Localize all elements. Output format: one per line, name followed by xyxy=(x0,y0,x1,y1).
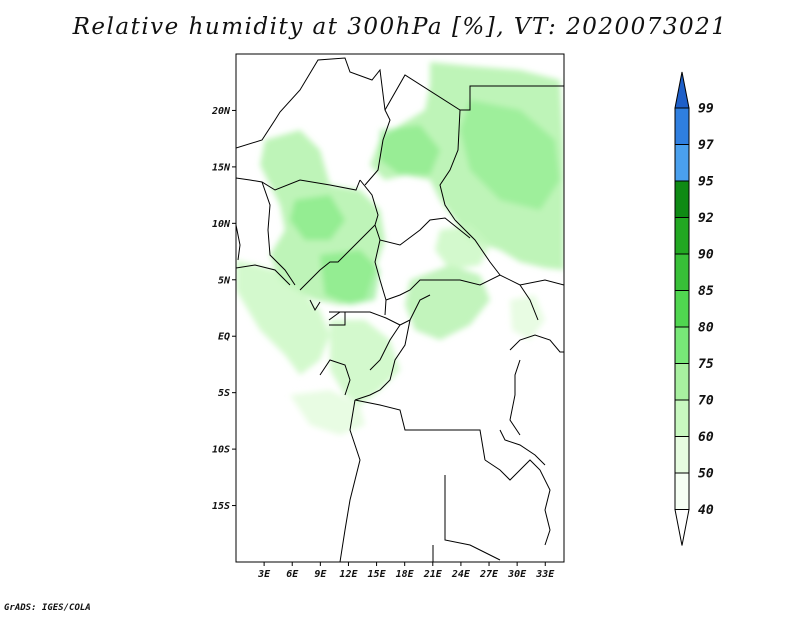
lat-tick-label: 10N xyxy=(212,219,231,230)
humidity-area xyxy=(405,265,490,340)
legend-swatch xyxy=(674,472,690,510)
map-frame xyxy=(235,53,565,563)
legend-label: 70 xyxy=(698,394,714,409)
lon-tick-label: 9E xyxy=(314,569,327,580)
lon-tick-label: 30E xyxy=(507,569,527,580)
legend-label: 60 xyxy=(698,430,714,445)
humidity-area xyxy=(236,260,330,375)
humidity-area xyxy=(435,225,490,270)
legend-label: 75 xyxy=(698,357,714,372)
humidity-area xyxy=(320,250,380,305)
color-legend: 99 97 95 92 90 85 80 75 70 60 50 40 xyxy=(674,71,714,546)
humidity-area xyxy=(330,320,400,405)
legend-swatch xyxy=(674,107,690,145)
legend-swatch xyxy=(674,326,690,364)
legend-label: 80 xyxy=(698,321,714,336)
legend-swatch xyxy=(674,217,690,255)
lon-tick-label: 27E xyxy=(479,569,499,580)
lat-tick-label: 5S xyxy=(218,388,230,399)
lon-tick-label: 24E xyxy=(451,569,471,580)
footer-credit: GrADS: IGES/COLA xyxy=(4,603,91,613)
humidity-area xyxy=(460,100,560,210)
legend-label: 90 xyxy=(698,248,714,263)
legend-swatch xyxy=(674,509,690,546)
legend-swatch xyxy=(674,253,690,291)
humidity-area xyxy=(290,195,345,240)
legend-label: 85 xyxy=(698,284,714,299)
legend-label: 97 xyxy=(698,138,714,153)
humidity-area xyxy=(380,125,440,175)
chart-title: Relative humidity at 300hPa [%], VT: 202… xyxy=(72,14,728,40)
lon-tick-label: 21E xyxy=(423,569,443,580)
lat-tick-label: 15S xyxy=(212,501,230,512)
lat-tick-label: 10S xyxy=(212,445,230,456)
lat-axis: 20N 15N 10N 5N EQ 5S 10S 15S xyxy=(211,106,236,512)
lon-tick-label: 12E xyxy=(339,569,358,580)
legend-swatch xyxy=(674,180,690,218)
lat-tick-label: 15N xyxy=(212,162,231,173)
lon-axis: 3E 6E 9E 12E 15E 18E 21E 24E 27E 30E 33E xyxy=(257,562,555,580)
lon-tick-label: 15E xyxy=(368,569,387,580)
legend-swatch xyxy=(674,399,690,437)
lon-tick-label: 18E xyxy=(396,569,415,580)
legend-label: 40 xyxy=(698,503,714,518)
humidity-area xyxy=(510,295,545,340)
legend-label: 50 xyxy=(698,467,714,482)
lat-tick-label: 20N xyxy=(211,106,231,117)
legend-label: 99 xyxy=(698,102,714,117)
legend-swatch xyxy=(674,363,690,401)
legend-label: 92 xyxy=(698,211,714,226)
legend-swatch xyxy=(674,71,690,109)
legend-swatch xyxy=(674,144,690,182)
lon-tick-label: 6E xyxy=(286,569,299,580)
legend-label: 95 xyxy=(698,175,714,190)
country-borders xyxy=(236,57,564,562)
lon-tick-label: 33E xyxy=(535,569,555,580)
legend-swatch xyxy=(674,290,690,328)
humidity-field xyxy=(236,62,564,435)
lat-tick-label: 5N xyxy=(218,275,231,286)
lon-tick-label: 3E xyxy=(257,569,271,580)
humidity-area xyxy=(290,390,365,435)
legend-swatch xyxy=(674,436,690,474)
lat-tick-label: EQ xyxy=(218,332,230,343)
